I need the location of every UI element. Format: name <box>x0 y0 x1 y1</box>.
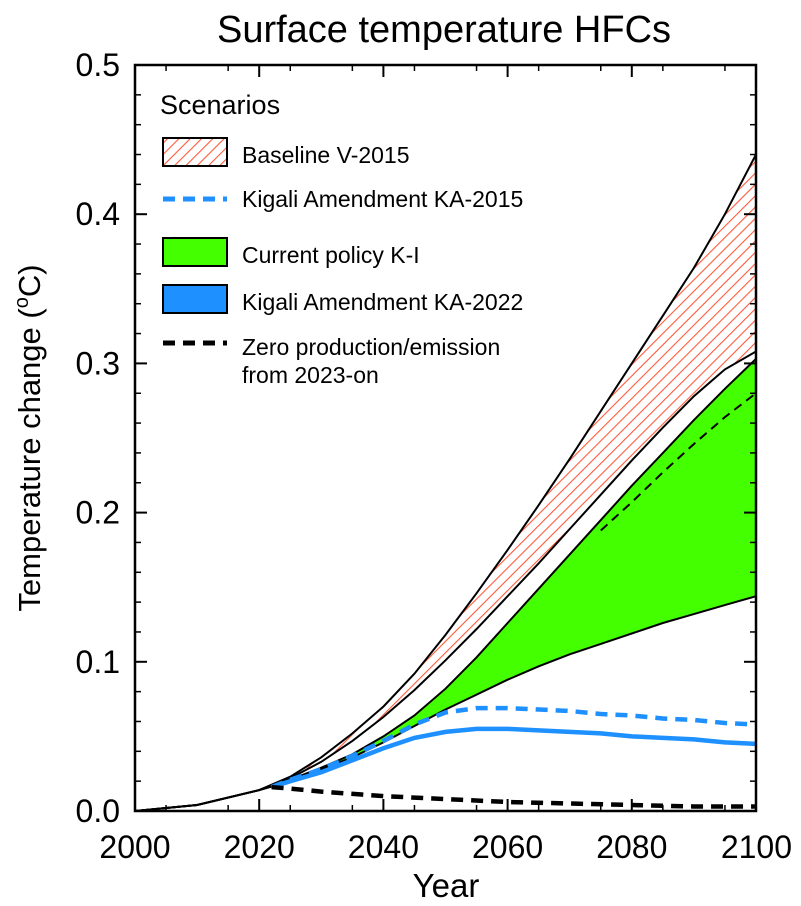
legend-label-ki: Current policy K-I <box>242 242 420 268</box>
x-tick-label: 2100 <box>721 829 792 865</box>
ka2015-line <box>270 705 756 790</box>
y-axis-label-sup: o <box>11 297 33 308</box>
legend-title: Scenarios <box>160 90 280 120</box>
x-tick-label: 2060 <box>472 829 543 865</box>
legend: Scenarios Baseline V-2015 Kigali Amendme… <box>160 90 523 388</box>
y-tick-label: 0.1 <box>76 644 120 680</box>
y-tick-label: 0.2 <box>76 495 120 531</box>
ka2022-line <box>270 726 756 790</box>
baseline-upper-edge <box>135 154 756 811</box>
legend-swatch-ki <box>162 237 228 267</box>
y-tick-label: 0.3 <box>76 345 120 381</box>
y-axis-label: Temperature change (oC) <box>11 264 47 611</box>
y-axis-label-main: Temperature change ( <box>12 308 47 612</box>
legend-label-ka2022: Kigali Amendment KA-2022 <box>242 289 523 315</box>
y-tick-label: 0.4 <box>76 196 120 232</box>
x-tick-label: 2040 <box>348 829 419 865</box>
x-tick-label: 2080 <box>596 829 667 865</box>
legend-label-ka2015: Kigali Amendment KA-2015 <box>242 186 523 212</box>
current-policy-band <box>135 358 756 811</box>
legend-swatch-baseline <box>162 137 228 167</box>
y-tick-label: 0.5 <box>76 47 120 83</box>
plot-frame <box>133 63 758 813</box>
zero-emission-line <box>271 784 756 809</box>
legend-swatch-ka2022 <box>162 284 228 314</box>
y-axis-label-end: C) <box>12 264 47 297</box>
dashed-projection-line <box>600 392 756 532</box>
x-tick-label: 2020 <box>224 829 295 865</box>
legend-label-zero-line2: from 2023-on <box>242 362 379 388</box>
chart-title: Surface temperature HFCs <box>217 9 671 51</box>
y-tick-label: 0.0 <box>76 793 120 829</box>
x-axis-label: Year <box>413 867 480 904</box>
tick-layer: 2000 2020 2040 2060 2080 2100 0.0 0.1 0.2 0.3 0.4 0… <box>76 47 792 865</box>
legend-label-zero-line1: Zero production/emission <box>242 334 500 360</box>
series-layer <box>135 154 756 811</box>
legend-label-baseline: Baseline V-2015 <box>242 142 410 168</box>
x-tick-label: 2000 <box>99 829 170 865</box>
